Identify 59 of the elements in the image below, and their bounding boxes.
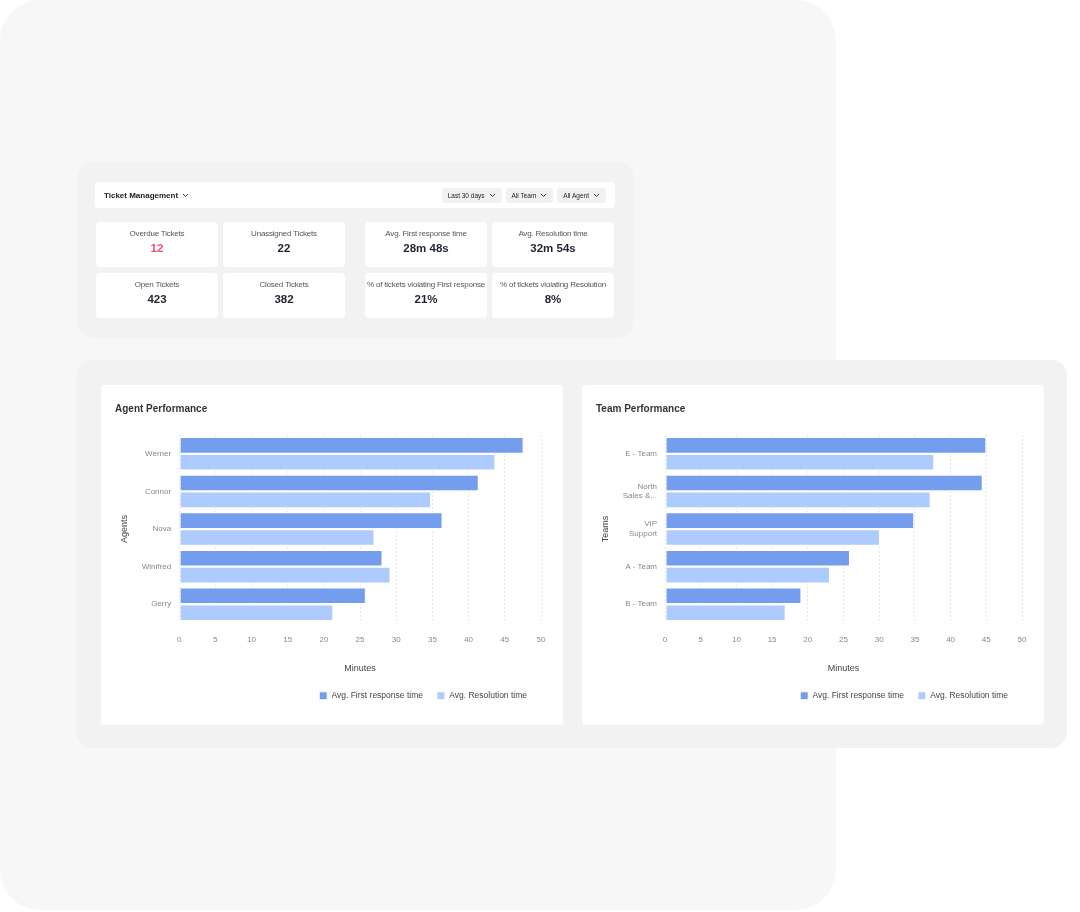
x-tick-label: 10 xyxy=(731,635,742,645)
text: 21% xyxy=(413,293,439,305)
x-tick-label: 35 xyxy=(427,635,438,645)
y-tick-label: Nova xyxy=(152,524,172,534)
legend-label: Avg. Resolution time xyxy=(449,690,528,701)
x-tick-label: 0 xyxy=(176,635,182,645)
x-tick-label: 20 xyxy=(803,635,813,645)
text: 22 xyxy=(276,242,292,254)
x-tick-label: 15 xyxy=(283,635,293,645)
x-tick-label: 30 xyxy=(391,635,402,645)
text: Avg. Resolution time xyxy=(517,229,589,238)
y-tick-label: B - Team xyxy=(625,599,658,609)
legend-label: Avg. First response time xyxy=(812,690,905,701)
text: Avg. First response time xyxy=(384,229,468,238)
text: 382 xyxy=(273,293,295,305)
text: 12 xyxy=(149,242,165,254)
y-tick-label: Connor xyxy=(144,486,172,496)
x-tick-label: 45 xyxy=(500,635,510,645)
text: 32m 54s xyxy=(529,242,577,254)
y-axis-title: Teams xyxy=(599,515,610,543)
legend-label: Avg. First response time xyxy=(331,690,424,701)
text: Ticket Management xyxy=(104,190,179,200)
x-axis-title: Minutes xyxy=(344,662,377,673)
x-tick-label: 5 xyxy=(213,635,219,645)
y-tick-label: North Sales &... xyxy=(622,481,658,501)
x-tick-label: 40 xyxy=(464,635,474,645)
text: Unassigned Tickets xyxy=(250,229,318,238)
x-axis-title: Minutes xyxy=(827,662,860,673)
x-tick-label: 45 xyxy=(981,635,992,645)
text: % of tickets violating First response xyxy=(366,280,486,289)
x-tick-label: 15 xyxy=(767,635,778,645)
text: 423 xyxy=(146,293,168,305)
chart-title: Team Performance xyxy=(596,402,686,414)
y-tick-label: VIP Support xyxy=(629,519,658,539)
x-tick-label: 10 xyxy=(247,635,257,645)
y-tick-label: Gerry xyxy=(151,599,172,609)
x-tick-label: 30 xyxy=(874,635,885,645)
y-tick-label: E - Team xyxy=(625,449,658,459)
x-tick-label: 5 xyxy=(698,635,704,645)
text: 8% xyxy=(543,293,563,305)
y-axis-title: Agents xyxy=(118,514,129,544)
legend-label: Avg. Resolution time xyxy=(930,690,1009,701)
x-tick-label: 25 xyxy=(839,635,849,645)
x-tick-label: 0 xyxy=(662,635,668,645)
text: Overdue Tickets xyxy=(128,229,186,238)
y-tick-label: Winifred xyxy=(141,561,172,571)
x-tick-label: 40 xyxy=(946,635,956,645)
x-tick-label: 20 xyxy=(319,635,329,645)
x-tick-label: 50 xyxy=(1017,635,1027,645)
text: Closed Tickets xyxy=(258,280,310,289)
text: % of tickets violating Resolution xyxy=(499,280,607,289)
x-tick-label: 25 xyxy=(355,635,366,645)
y-tick-label: Werner xyxy=(145,449,172,459)
text: 28m 48s xyxy=(402,242,450,254)
y-tick-label: A - Team xyxy=(625,561,658,571)
x-tick-label: 35 xyxy=(910,635,920,645)
x-tick-label: 50 xyxy=(536,635,546,645)
text: Open Tickets xyxy=(133,280,181,289)
chart-title: Agent Performance xyxy=(115,402,208,414)
